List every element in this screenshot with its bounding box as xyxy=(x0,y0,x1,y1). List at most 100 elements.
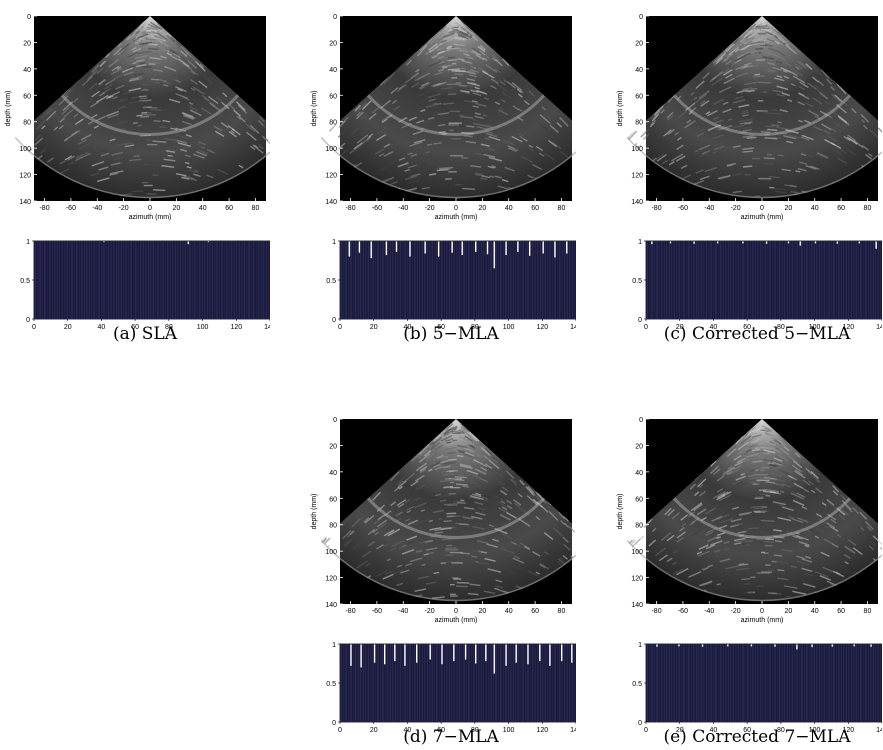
bar xyxy=(670,243,672,319)
bar xyxy=(744,644,746,722)
bar xyxy=(429,241,431,319)
bar xyxy=(125,241,127,319)
bar xyxy=(688,241,690,319)
bar xyxy=(695,241,697,319)
bar xyxy=(497,644,499,722)
bar xyxy=(569,241,571,319)
bar xyxy=(71,241,73,319)
depth-tick-label: 20 xyxy=(23,40,31,47)
bar xyxy=(541,241,543,319)
bar xyxy=(870,241,872,319)
depth-axis-label: depth (mm) xyxy=(5,91,12,127)
bar xyxy=(471,644,473,722)
bar xyxy=(251,241,253,319)
azimuth-tick-label: 60 xyxy=(225,205,233,212)
bar xyxy=(96,241,98,319)
bar xyxy=(209,241,211,319)
bar xyxy=(443,241,445,319)
bar xyxy=(732,644,734,722)
bar xyxy=(517,644,519,722)
bar xyxy=(799,644,801,722)
bar xyxy=(542,644,544,722)
bar xyxy=(340,241,342,319)
bar xyxy=(510,241,512,319)
bar xyxy=(426,644,428,722)
bar xyxy=(230,241,232,319)
bar xyxy=(365,241,367,319)
bar xyxy=(867,241,869,319)
bar xyxy=(564,644,566,722)
bar xyxy=(840,644,842,722)
azimuth-axis-label: azimuth (mm) xyxy=(741,214,784,221)
bar xyxy=(144,241,146,319)
bar xyxy=(875,644,877,722)
bar xyxy=(671,644,673,722)
bar xyxy=(810,241,812,319)
azimuth-tick-label: -40 xyxy=(704,608,714,615)
bar xyxy=(495,241,497,319)
bar xyxy=(879,241,881,319)
bar xyxy=(766,644,768,722)
bar xyxy=(821,644,823,722)
bar xyxy=(727,646,729,722)
bar xyxy=(367,644,369,722)
bar xyxy=(268,241,270,319)
panel-caption: (e) Corrected 7−MLA xyxy=(627,727,883,747)
bar xyxy=(811,241,813,319)
bar xyxy=(340,644,342,722)
bar xyxy=(530,241,532,319)
bar xyxy=(39,241,41,319)
bar xyxy=(78,241,80,319)
azimuth-tick-label: -60 xyxy=(678,608,688,615)
depth-tick-label: 20 xyxy=(329,40,337,47)
bar xyxy=(649,644,651,722)
bar xyxy=(123,241,125,319)
bar xyxy=(132,241,134,319)
bar xyxy=(245,241,247,319)
bar xyxy=(515,663,517,722)
bar xyxy=(810,644,812,722)
bar xyxy=(564,241,566,319)
bar xyxy=(788,243,790,319)
bar xyxy=(865,644,867,722)
bar xyxy=(396,252,398,319)
depth-tick-label: 60 xyxy=(329,93,337,100)
bar xyxy=(208,242,210,319)
bar xyxy=(343,241,345,319)
depth-tick-label: 100 xyxy=(325,549,337,556)
bar xyxy=(546,241,548,319)
bar xyxy=(377,644,379,722)
depth-tick-label: 100 xyxy=(19,146,31,153)
bar xyxy=(547,644,549,722)
bar xyxy=(423,644,425,722)
bar xyxy=(37,241,39,319)
bar xyxy=(796,649,798,722)
bar xyxy=(663,644,665,722)
bar xyxy=(198,241,200,319)
depth-tick-label: 120 xyxy=(631,576,643,583)
bar xyxy=(828,644,830,722)
bar xyxy=(532,644,534,722)
azimuth-tick-label: -60 xyxy=(678,205,688,212)
bar xyxy=(649,241,651,319)
bar xyxy=(764,241,766,319)
bar xyxy=(654,241,656,319)
bar xyxy=(556,644,558,722)
bar xyxy=(455,241,457,319)
depth-tick-label: 100 xyxy=(325,146,337,153)
bar-y-tick-label: 0 xyxy=(332,720,336,727)
azimuth-tick-label: -20 xyxy=(731,205,741,212)
bar xyxy=(869,241,871,319)
bar xyxy=(708,644,710,722)
bar xyxy=(56,241,58,319)
bar xyxy=(500,241,502,319)
bar xyxy=(451,644,453,722)
bar xyxy=(767,241,769,319)
azimuth-tick-label: 40 xyxy=(811,608,819,615)
bar xyxy=(406,241,408,319)
bar-y-tick-label: 1 xyxy=(638,642,642,649)
bar xyxy=(421,644,423,722)
bar xyxy=(561,661,563,722)
bar xyxy=(747,644,749,722)
bar xyxy=(83,241,85,319)
